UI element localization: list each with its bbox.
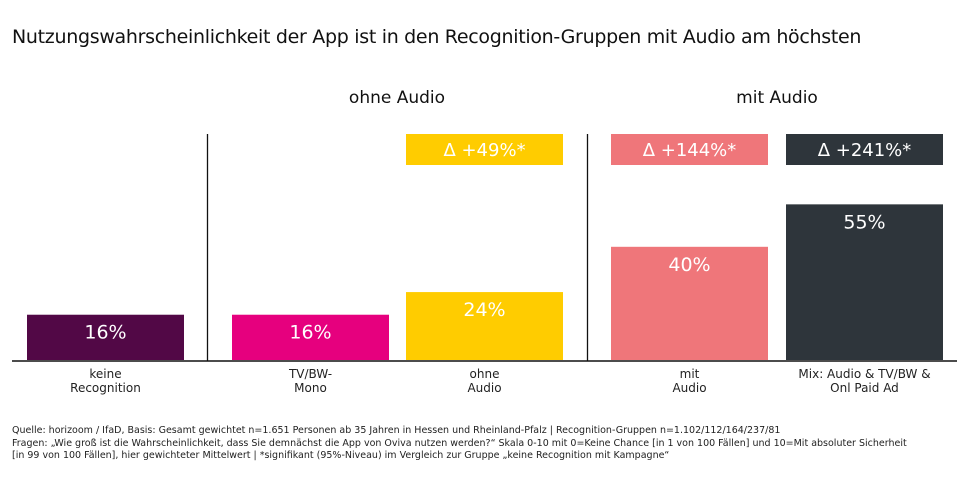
category-label-3-line-2: Audio bbox=[467, 381, 501, 395]
delta-box-3 bbox=[406, 134, 563, 165]
bar-4 bbox=[611, 246, 768, 360]
category-label-2-line-1: TV/BW- bbox=[288, 367, 332, 381]
category-label-5-line-1: Mix: Audio & TV/BW & bbox=[798, 367, 930, 381]
group-label-mit-audio: mit Audio bbox=[736, 88, 818, 108]
category-label-4-line-2: Audio bbox=[672, 381, 706, 395]
chart-title: Nutzungswahrscheinlichkeit der App ist i… bbox=[12, 26, 862, 48]
bar-value-label-2: 16% bbox=[289, 322, 331, 344]
category-label-1-line-1: keine bbox=[89, 367, 121, 381]
category-label-3-line-1: ohne bbox=[470, 367, 500, 381]
footnote-question: Fragen: „Wie groß ist die Wahrscheinlich… bbox=[12, 437, 907, 449]
bar-value-label-3: 24% bbox=[463, 299, 505, 321]
category-label-1-line-2: Recognition bbox=[70, 381, 141, 395]
bar-value-label-1: 16% bbox=[84, 322, 126, 344]
category-label-2-line-2: Mono bbox=[294, 381, 327, 395]
footnote: Quelle: horizoom / IfaD, Basis: Gesamt g… bbox=[12, 425, 907, 463]
category-label-5-line-2: Onl Paid Ad bbox=[830, 381, 899, 395]
bar-value-label-5: 55% bbox=[843, 211, 885, 233]
bar-1 bbox=[27, 314, 184, 360]
footnote-significance: [in 99 von 100 Fällen], hier gewichteter… bbox=[12, 450, 670, 461]
delta-label-4: Δ +144%* bbox=[643, 140, 737, 161]
bars-layer bbox=[27, 134, 943, 360]
delta-box-4 bbox=[611, 134, 768, 165]
bar-2 bbox=[232, 314, 389, 360]
delta-box-5 bbox=[786, 134, 943, 165]
group-label-ohne-audio: ohne Audio bbox=[348, 88, 446, 108]
bar-value-label-4: 40% bbox=[668, 254, 710, 276]
delta-label-5: Δ +241%* bbox=[818, 140, 912, 161]
delta-label-3: Δ +49%* bbox=[443, 140, 525, 161]
category-label-4-line-1: mit bbox=[680, 367, 700, 381]
bar-5 bbox=[786, 204, 943, 360]
footnote-source: Quelle: horizoom / IfaD, Basis: Gesamt g… bbox=[12, 425, 781, 436]
bar-3 bbox=[406, 292, 563, 360]
